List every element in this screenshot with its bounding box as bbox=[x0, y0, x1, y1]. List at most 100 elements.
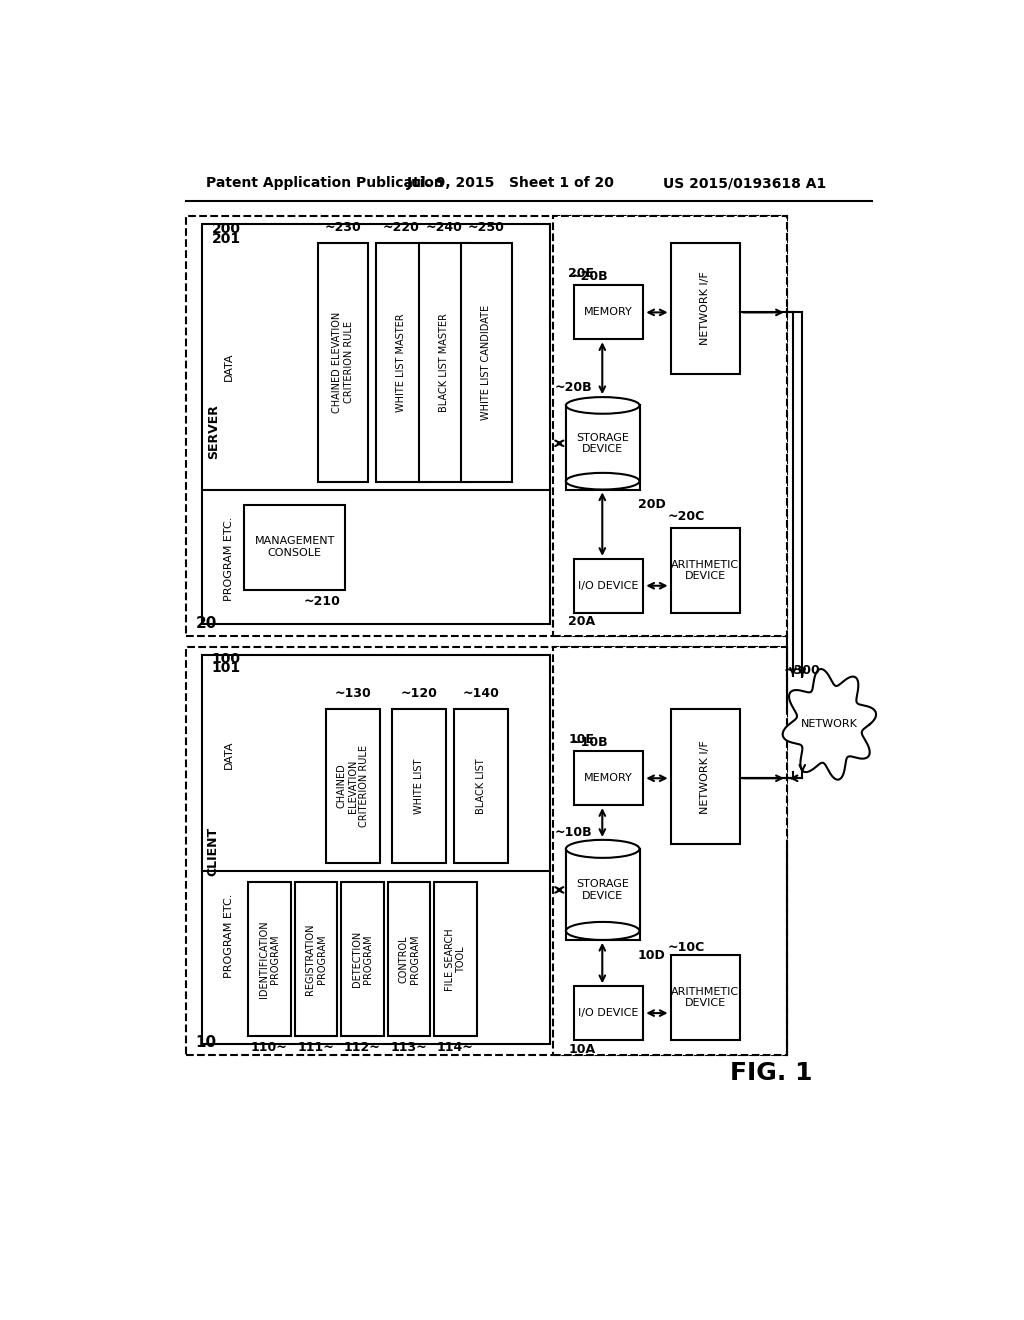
Text: US 2015/0193618 A1: US 2015/0193618 A1 bbox=[663, 176, 826, 190]
Text: ~250: ~250 bbox=[468, 222, 505, 234]
Bar bbox=[553, 216, 786, 636]
Text: 112~: 112~ bbox=[344, 1041, 381, 1055]
Ellipse shape bbox=[566, 921, 640, 940]
Bar bbox=[326, 709, 380, 863]
Text: ~10B: ~10B bbox=[570, 735, 608, 748]
Text: ~140: ~140 bbox=[462, 686, 499, 700]
Text: CHAINED
ELEVATION
CRITERION RULE: CHAINED ELEVATION CRITERION RULE bbox=[336, 744, 370, 826]
Bar bbox=[573, 986, 643, 1040]
Text: SERVER: SERVER bbox=[207, 404, 220, 459]
Text: ~10C: ~10C bbox=[668, 941, 705, 954]
Bar bbox=[461, 243, 512, 482]
Bar bbox=[376, 243, 426, 482]
Text: WHITE LIST: WHITE LIST bbox=[414, 758, 424, 813]
Text: ~20B: ~20B bbox=[555, 381, 593, 395]
Bar bbox=[566, 405, 640, 482]
Text: IDENTIFICATION
PROGRAM: IDENTIFICATION PROGRAM bbox=[259, 920, 281, 998]
Text: WHITE LIST CANDIDATE: WHITE LIST CANDIDATE bbox=[481, 305, 492, 420]
Bar bbox=[454, 709, 508, 863]
Text: CONTROL
PROGRAM: CONTROL PROGRAM bbox=[398, 935, 420, 983]
Text: ~20B: ~20B bbox=[570, 269, 608, 282]
Bar bbox=[566, 849, 640, 940]
Bar bbox=[186, 216, 786, 636]
Bar bbox=[573, 558, 643, 612]
Text: 10E: 10E bbox=[568, 733, 594, 746]
Text: I/O DEVICE: I/O DEVICE bbox=[579, 1008, 639, 1018]
Text: MEMORY: MEMORY bbox=[584, 308, 633, 317]
Text: NETWORK I/F: NETWORK I/F bbox=[700, 739, 711, 813]
Bar bbox=[391, 709, 445, 863]
Text: ~130: ~130 bbox=[335, 686, 371, 700]
Bar bbox=[573, 285, 643, 339]
Bar bbox=[671, 956, 740, 1040]
Bar bbox=[248, 882, 291, 1036]
Bar bbox=[317, 243, 369, 482]
Text: MANAGEMENT
CONSOLE: MANAGEMENT CONSOLE bbox=[254, 536, 335, 558]
Bar bbox=[341, 882, 384, 1036]
Text: DATA: DATA bbox=[224, 352, 233, 380]
Text: 10D: 10D bbox=[638, 949, 666, 962]
Bar bbox=[186, 647, 786, 1056]
Text: WHITE LIST MASTER: WHITE LIST MASTER bbox=[396, 313, 407, 412]
Text: CHAINED ELEVATION
CRITERION RULE: CHAINED ELEVATION CRITERION RULE bbox=[332, 312, 354, 413]
Text: 114~: 114~ bbox=[437, 1041, 474, 1055]
Bar bbox=[295, 882, 337, 1036]
Bar bbox=[245, 506, 345, 590]
Text: STORAGE
DEVICE: STORAGE DEVICE bbox=[575, 433, 629, 454]
Text: PROGRAM ETC.: PROGRAM ETC. bbox=[224, 516, 233, 601]
Text: ~230: ~230 bbox=[325, 222, 361, 234]
Text: 20D: 20D bbox=[638, 499, 666, 511]
Text: PROGRAM ETC.: PROGRAM ETC. bbox=[224, 894, 233, 978]
Text: ARITHMETIC
DEVICE: ARITHMETIC DEVICE bbox=[672, 560, 739, 581]
Text: NETWORK I/F: NETWORK I/F bbox=[700, 272, 711, 346]
Text: ~20C: ~20C bbox=[668, 510, 705, 523]
Text: 20: 20 bbox=[196, 616, 217, 631]
Bar bbox=[671, 709, 740, 843]
Text: Jul. 9, 2015   Sheet 1 of 20: Jul. 9, 2015 Sheet 1 of 20 bbox=[407, 176, 614, 190]
Text: 20A: 20A bbox=[568, 615, 595, 628]
Text: ~220: ~220 bbox=[383, 222, 420, 234]
Bar bbox=[388, 882, 430, 1036]
Text: 10A: 10A bbox=[568, 1043, 595, 1056]
Text: I/O DEVICE: I/O DEVICE bbox=[579, 581, 639, 591]
Text: NETWORK: NETWORK bbox=[801, 719, 858, 730]
Text: ~120: ~120 bbox=[400, 686, 437, 700]
Bar bbox=[419, 243, 469, 482]
Text: 110~: 110~ bbox=[251, 1041, 288, 1055]
Text: ~300: ~300 bbox=[784, 664, 820, 677]
Text: DETECTION
PROGRAM: DETECTION PROGRAM bbox=[351, 931, 373, 987]
Text: ~210: ~210 bbox=[303, 594, 340, 607]
Text: ARITHMETIC
DEVICE: ARITHMETIC DEVICE bbox=[672, 987, 739, 1008]
Text: FILE SEARCH
TOOL: FILE SEARCH TOOL bbox=[444, 928, 466, 990]
Bar bbox=[553, 647, 786, 1056]
Bar bbox=[573, 751, 643, 805]
Text: DATA: DATA bbox=[224, 741, 233, 770]
Text: 10: 10 bbox=[196, 1035, 216, 1049]
Ellipse shape bbox=[566, 840, 640, 858]
Bar bbox=[202, 224, 550, 624]
Text: FIG. 1: FIG. 1 bbox=[730, 1061, 812, 1085]
Text: 200: 200 bbox=[212, 222, 241, 236]
Text: 201: 201 bbox=[212, 232, 241, 247]
Bar bbox=[671, 243, 740, 374]
Text: BLACK LIST MASTER: BLACK LIST MASTER bbox=[439, 313, 449, 412]
Text: MEMORY: MEMORY bbox=[584, 774, 633, 783]
Text: Patent Application Publication: Patent Application Publication bbox=[206, 176, 443, 190]
Text: ~10B: ~10B bbox=[555, 825, 593, 838]
Text: REGISTRATION
PROGRAM: REGISTRATION PROGRAM bbox=[305, 924, 327, 995]
Text: 111~: 111~ bbox=[298, 1041, 335, 1055]
Text: CLIENT: CLIENT bbox=[207, 826, 220, 876]
Ellipse shape bbox=[566, 473, 640, 490]
Bar bbox=[566, 849, 640, 931]
Bar bbox=[671, 528, 740, 612]
Text: ~240: ~240 bbox=[425, 222, 462, 234]
Ellipse shape bbox=[566, 397, 640, 413]
Text: 101: 101 bbox=[212, 661, 241, 675]
Text: BLACK LIST: BLACK LIST bbox=[475, 758, 485, 813]
Bar bbox=[202, 655, 550, 1044]
Text: STORAGE
DEVICE: STORAGE DEVICE bbox=[575, 879, 629, 900]
Polygon shape bbox=[782, 669, 877, 780]
Bar bbox=[434, 882, 477, 1036]
Bar bbox=[566, 405, 640, 490]
Text: 20E: 20E bbox=[568, 268, 594, 280]
